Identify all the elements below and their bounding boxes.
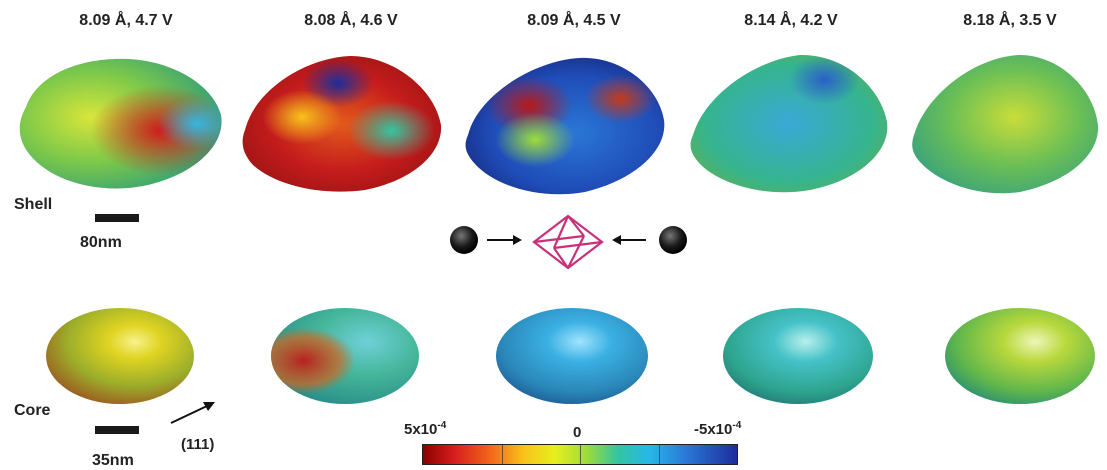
shell-row-label: Shell <box>14 196 53 213</box>
compression-schematic <box>450 214 687 270</box>
colorbar-tick-2 <box>580 445 581 464</box>
shell-scalebar <box>95 214 139 222</box>
shell-image-4 <box>690 54 888 193</box>
core-image-2 <box>271 308 419 404</box>
octahedron-icon <box>532 214 604 270</box>
column-title-4: 8.14 Å, 4.2 V <box>744 12 838 29</box>
right-sphere <box>659 226 687 254</box>
left-sphere <box>450 226 478 254</box>
core-image-3 <box>496 308 648 404</box>
shell-scalebar-label: 80nm <box>80 234 122 251</box>
shell-image-1 <box>19 58 222 189</box>
colorbar-center-label: 0 <box>573 424 582 441</box>
column-title-2: 8.08 Å, 4.6 V <box>304 12 398 29</box>
core-scalebar <box>95 426 139 434</box>
core-image-5 <box>945 308 1095 404</box>
colorbar-right-exp: -4 <box>732 420 742 431</box>
colorbar-right-base: -5x10 <box>694 421 733 438</box>
colorbar-tick-3 <box>658 445 660 464</box>
core-image-1 <box>46 308 194 404</box>
colorbar-right-label: -5x10-4 <box>694 420 741 438</box>
column-title-5: 8.18 Å, 3.5 V <box>963 12 1057 29</box>
colorbar <box>422 444 738 465</box>
shell-image-5 <box>912 54 1099 194</box>
colorbar-left-exp: -4 <box>437 420 447 431</box>
colorbar-tick-1 <box>501 445 503 464</box>
colorbar-left-base: 5x10 <box>404 421 438 438</box>
core-row-label: Core <box>14 402 51 419</box>
column-title-1: 8.09 Å, 4.7 V <box>79 12 173 29</box>
shell-image-2 <box>242 56 442 192</box>
core-image-4 <box>723 308 873 404</box>
direction-label: (111) <box>181 436 215 453</box>
core-scalebar-label: 35nm <box>92 452 134 469</box>
column-title-3: 8.09 Å, 4.5 V <box>527 12 621 29</box>
direction-arrow-icon <box>170 402 215 424</box>
colorbar-left-label: 5x10-4 <box>404 420 446 438</box>
shell-image-3 <box>465 57 665 195</box>
